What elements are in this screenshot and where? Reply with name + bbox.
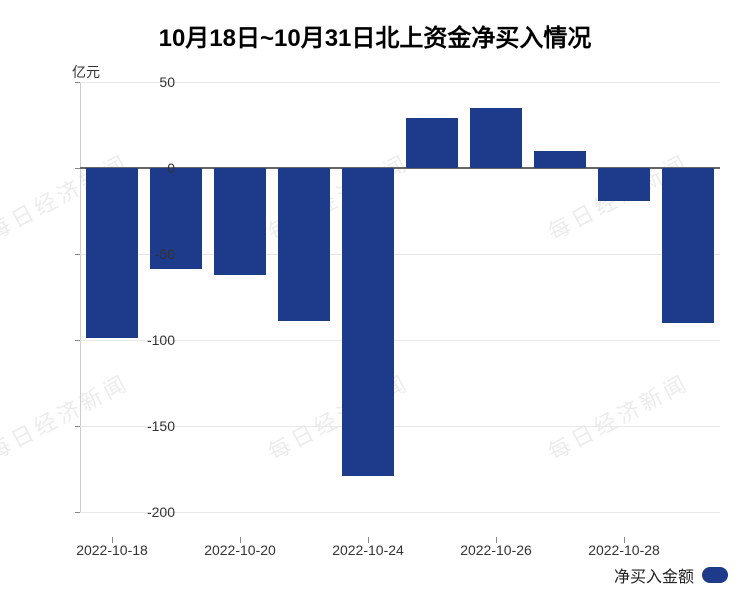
- bar: [406, 118, 458, 168]
- x-tick-label: 2022-10-18: [76, 542, 148, 558]
- y-tick-label: 0: [115, 160, 175, 176]
- y-tick-mark: [75, 512, 80, 513]
- y-tick-label: 50: [115, 74, 175, 90]
- x-tick-label: 2022-10-20: [204, 542, 276, 558]
- legend-swatch: [702, 567, 728, 583]
- bar: [662, 168, 714, 323]
- bar: [278, 168, 330, 321]
- bar: [214, 168, 266, 275]
- y-tick-mark: [75, 340, 80, 341]
- grid-line: [80, 426, 720, 427]
- y-tick-mark: [75, 82, 80, 83]
- chart-title: 10月18日~10月31日北上资金净买入情况: [0, 0, 750, 63]
- y-tick-mark: [75, 426, 80, 427]
- bar: [342, 168, 394, 476]
- legend-label: 净买入金额: [614, 563, 694, 587]
- y-tick-label: -50: [115, 246, 175, 262]
- chart-container: 10月18日~10月31日北上资金净买入情况 亿元 每日经济新闻每日经济新闻每日…: [0, 0, 750, 593]
- grid-line: [80, 340, 720, 341]
- x-tick-label: 2022-10-26: [460, 542, 532, 558]
- x-tick-label: 2022-10-28: [588, 542, 660, 558]
- watermark-text: 每日经济新闻: [0, 365, 134, 466]
- watermark-text: 每日经济新闻: [542, 365, 695, 466]
- y-axis-unit-label: 亿元: [72, 62, 100, 82]
- y-tick-mark: [75, 168, 80, 169]
- y-tick-label: -200: [115, 504, 175, 520]
- grid-line: [80, 512, 720, 513]
- bar: [534, 151, 586, 168]
- grid-line: [80, 82, 720, 83]
- bar: [598, 168, 650, 201]
- y-tick-label: -150: [115, 418, 175, 434]
- y-tick-mark: [75, 254, 80, 255]
- legend: 净买入金额: [614, 563, 728, 587]
- y-axis-line: [80, 82, 81, 512]
- y-tick-label: -100: [115, 332, 175, 348]
- x-tick-label: 2022-10-24: [332, 542, 404, 558]
- bar: [470, 108, 522, 168]
